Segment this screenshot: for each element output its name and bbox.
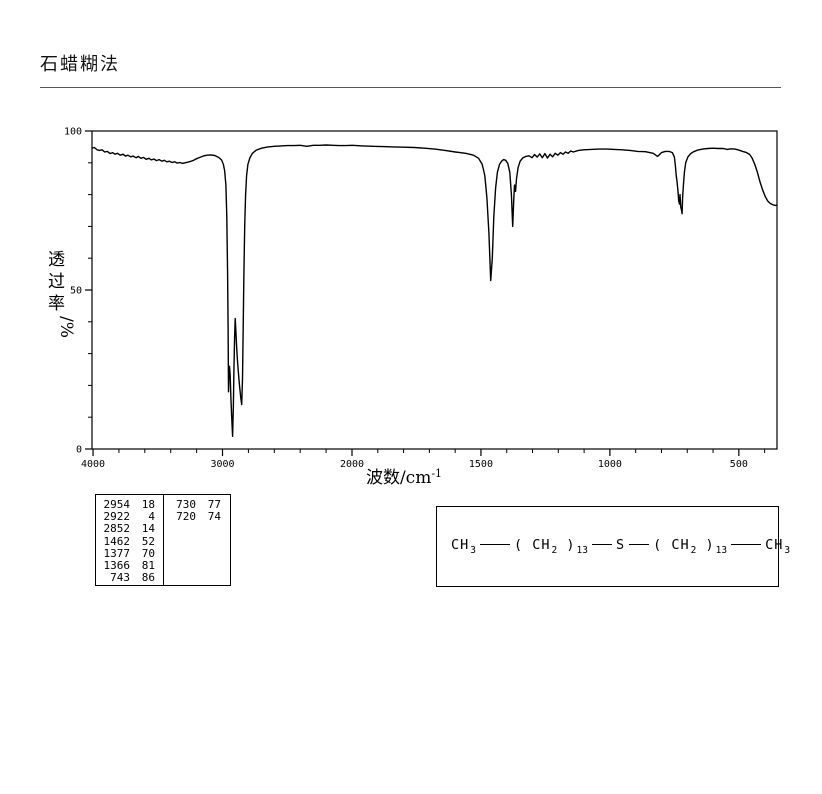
bond-line — [480, 544, 510, 545]
peak-table-row: 730 77 — [164, 498, 230, 511]
x-tick-label: 500 — [730, 459, 748, 470]
y-axis-title-char: 率 — [48, 294, 65, 314]
formula-text: S — [615, 537, 626, 553]
peak-table-row: 720 74 — [164, 510, 230, 524]
peak-table-row: 743 86 — [96, 571, 163, 585]
x-tick-label: 3000 — [210, 459, 234, 470]
formula-text: ( CH — [653, 537, 690, 553]
title-divider — [40, 87, 781, 88]
plot-border — [91, 130, 778, 450]
peak-table: 2954 18 2922 4 2852 14 1462 52 1377 70 1366 81 743 86… — [95, 494, 231, 586]
formula-subscript: 13 — [715, 545, 728, 556]
peak-transmittance: 18 — [141, 498, 155, 511]
formula-text: ) — [696, 537, 715, 553]
peak-table-row: 1366 81 — [96, 558, 163, 572]
peak-table-column-2: 730 77 720 74 — [164, 495, 230, 585]
peak-table-column-1: 2954 18 2922 4 2852 14 1462 52 1377 70 1366 81 743 86 — [96, 495, 164, 585]
formula-text: CH — [451, 537, 470, 553]
peak-wavenumber: 1377 — [103, 546, 131, 560]
peak-table-row: 2954 18 — [96, 498, 163, 511]
y-axis-title-unit: /% — [56, 316, 76, 338]
peak-wavenumber: 1366 — [103, 558, 131, 572]
peak-table-row: 1377 70 — [96, 546, 163, 560]
x-tick-label: 1500 — [469, 459, 493, 470]
peak-transmittance: 4 — [148, 510, 155, 524]
formula-subscript: 3 — [784, 545, 791, 556]
structure-box: CH3( CH2 )13 S( CH2 )13 CH3 — [436, 506, 790, 587]
peak-wavenumber: 720 — [176, 510, 196, 524]
spectrum-curve — [91, 144, 778, 437]
formula-text: ) — [557, 537, 576, 553]
peak-transmittance: 14 — [141, 522, 155, 536]
formula-subscript: 3 — [470, 545, 476, 556]
peak-table-row: 2922 4 — [96, 510, 163, 524]
bond-line — [629, 544, 650, 545]
peak-transmittance: 74 — [207, 510, 221, 524]
x-axis-title: 波数/cm-1 — [366, 467, 442, 488]
page-title: 石蜡糊法 — [40, 54, 120, 75]
x-tick-label: 1000 — [598, 459, 622, 470]
peak-wavenumber: 2954 — [103, 498, 131, 511]
bond-line — [591, 544, 612, 545]
y-tick-label: 100 — [64, 127, 82, 138]
y-axis-title-char: 过 — [48, 272, 65, 292]
bond-line — [731, 544, 762, 545]
peak-table-row: 2852 14 — [96, 523, 163, 535]
peak-wavenumber: 2922 — [103, 510, 131, 524]
formula-text: CH — [765, 537, 784, 553]
formula-subscript: 13 — [576, 545, 588, 556]
peak-wavenumber: 1462 — [103, 534, 131, 548]
y-axis-title-char: 透 — [48, 250, 65, 270]
formula-subscript: 2 — [551, 545, 558, 556]
peak-wavenumber: 2852 — [103, 522, 131, 536]
y-tick-label: 0 — [76, 445, 82, 456]
peak-wavenumber: 743 — [110, 571, 130, 585]
peak-transmittance: 52 — [141, 534, 155, 548]
peak-transmittance: 70 — [141, 546, 155, 560]
formula-text: ( CH — [514, 537, 551, 553]
peak-wavenumber: 730 — [176, 498, 196, 511]
x-tick-label: 4000 — [81, 459, 105, 470]
x-tick-label: 2000 — [340, 459, 364, 470]
formula-subscript: 2 — [690, 545, 697, 556]
peak-table-row: 1462 52 — [96, 534, 163, 548]
peak-transmittance: 77 — [207, 498, 221, 511]
chemical-formula: CH3( CH2 )13 S( CH2 )13 CH3 — [451, 537, 790, 556]
y-tick-label: 50 — [70, 286, 82, 297]
peak-transmittance: 86 — [141, 571, 155, 585]
peak-transmittance: 81 — [141, 558, 155, 572]
